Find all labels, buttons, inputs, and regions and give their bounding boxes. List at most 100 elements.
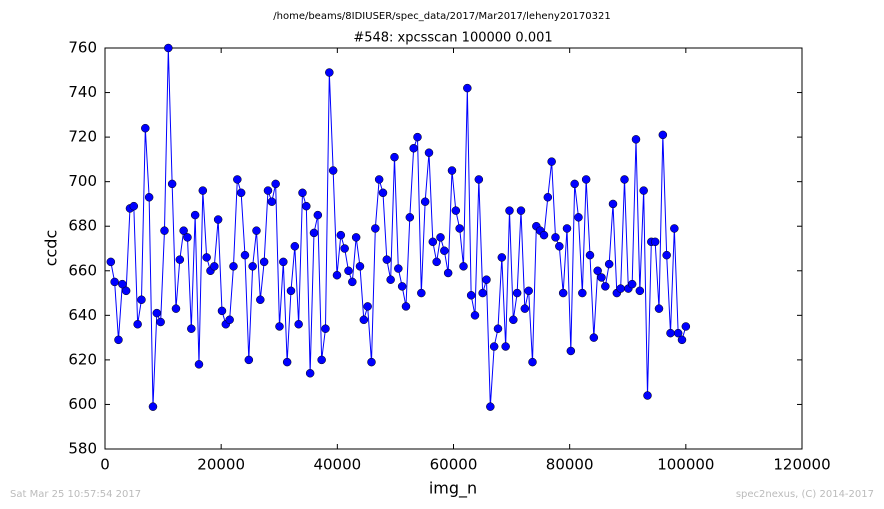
- footer-credit: spec2nexus, (C) 2014-2017: [736, 489, 874, 500]
- data-point: [305, 369, 315, 378]
- data-point: [106, 257, 116, 267]
- x-tick-label: 100000: [657, 456, 714, 474]
- data-point: [466, 291, 476, 300]
- data-point: [294, 319, 303, 329]
- y-tick-label: 600: [68, 395, 97, 413]
- data-point: [401, 302, 411, 311]
- data-point: [608, 199, 618, 209]
- data-point: [167, 179, 177, 189]
- data-point: [336, 230, 346, 240]
- data-point: [348, 277, 357, 287]
- data-point: [313, 210, 323, 220]
- y-tick-label: 740: [68, 83, 97, 101]
- data-point: [233, 175, 242, 184]
- data-point: [616, 284, 625, 293]
- y-tick-label: 700: [68, 172, 97, 190]
- data-point: [275, 322, 284, 331]
- data-point: [118, 279, 127, 289]
- data-point: [282, 357, 292, 367]
- data-point: [593, 266, 602, 276]
- x-axis-label: img_n: [429, 479, 477, 499]
- data-point: [558, 288, 568, 298]
- data-point: [436, 233, 445, 242]
- data-point: [210, 262, 219, 271]
- data-point: [578, 288, 587, 298]
- data-point: [363, 302, 372, 311]
- data-point: [137, 295, 146, 304]
- data-point: [447, 166, 457, 175]
- data-point: [248, 262, 257, 271]
- data-point: [581, 175, 591, 184]
- data-point: [620, 175, 629, 184]
- data-point: [397, 282, 407, 291]
- data-point: [486, 402, 495, 411]
- data-point: [631, 135, 641, 144]
- data-point: [114, 335, 123, 345]
- data-point: [290, 242, 300, 251]
- data-point: [179, 226, 188, 235]
- data-point: [175, 255, 185, 264]
- data-point: [658, 130, 668, 140]
- y-tick-label: 640: [68, 306, 97, 324]
- data-point: [259, 257, 269, 267]
- data-point: [271, 179, 280, 189]
- x-tick-label: 40000: [313, 456, 361, 474]
- data-point: [662, 250, 671, 260]
- data-point: [543, 193, 553, 202]
- data-point: [359, 315, 369, 325]
- data-point: [183, 233, 192, 242]
- data-line: [110, 47, 687, 407]
- data-point: [302, 201, 311, 211]
- y-tick-label: 680: [68, 217, 97, 235]
- x-tick-label: 20000: [197, 456, 245, 474]
- data-point: [493, 324, 503, 333]
- data-point: [432, 257, 441, 267]
- data-point: [121, 286, 131, 296]
- data-point: [244, 355, 254, 365]
- x-tick-label: 120000: [773, 456, 830, 474]
- data-point: [325, 68, 334, 77]
- data-point: [129, 201, 139, 211]
- data-point: [321, 324, 330, 333]
- x-tick-label: 80000: [546, 456, 594, 474]
- data-point: [252, 226, 261, 235]
- data-point: [355, 262, 365, 271]
- data-point: [463, 83, 472, 93]
- x-tick-label: 60000: [430, 456, 478, 474]
- data-point: [455, 224, 464, 233]
- data-point: [267, 197, 277, 206]
- y-tick-label: 620: [68, 350, 97, 368]
- data-point: [344, 266, 353, 276]
- data-point: [670, 224, 679, 233]
- data-point: [673, 328, 683, 338]
- data-point: [213, 215, 223, 224]
- data-point: [677, 335, 687, 345]
- data-point: [635, 286, 645, 296]
- data-point: [240, 250, 250, 260]
- data-point: [279, 257, 288, 267]
- data-point: [225, 315, 234, 325]
- data-point: [509, 315, 518, 325]
- data-point: [409, 144, 418, 153]
- data-point: [405, 213, 415, 222]
- data-point: [547, 157, 556, 166]
- data-point: [470, 311, 480, 320]
- data-point: [351, 233, 361, 242]
- data-point: [298, 188, 307, 198]
- data-point: [512, 288, 522, 298]
- data-point: [413, 132, 422, 142]
- data-point: [171, 304, 181, 313]
- data-point: [478, 288, 487, 298]
- data-point: [263, 186, 273, 195]
- data-point: [440, 246, 449, 255]
- data-point: [236, 188, 246, 198]
- data-point: [152, 308, 162, 318]
- data-point: [562, 224, 572, 233]
- data-point: [639, 186, 648, 195]
- data-point: [566, 346, 576, 356]
- data-point: [390, 152, 399, 162]
- data-point: [574, 213, 583, 222]
- chart-title: #548: xpcsscan 100000 0.001: [353, 31, 552, 46]
- data-point: [378, 188, 388, 198]
